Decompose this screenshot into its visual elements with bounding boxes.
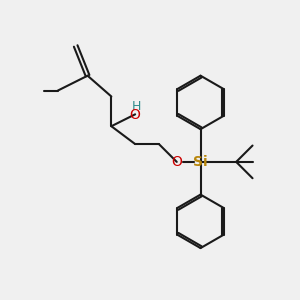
Text: O: O (171, 155, 182, 169)
Text: H: H (132, 100, 141, 112)
Text: Si: Si (193, 155, 208, 169)
Text: O: O (130, 108, 141, 122)
